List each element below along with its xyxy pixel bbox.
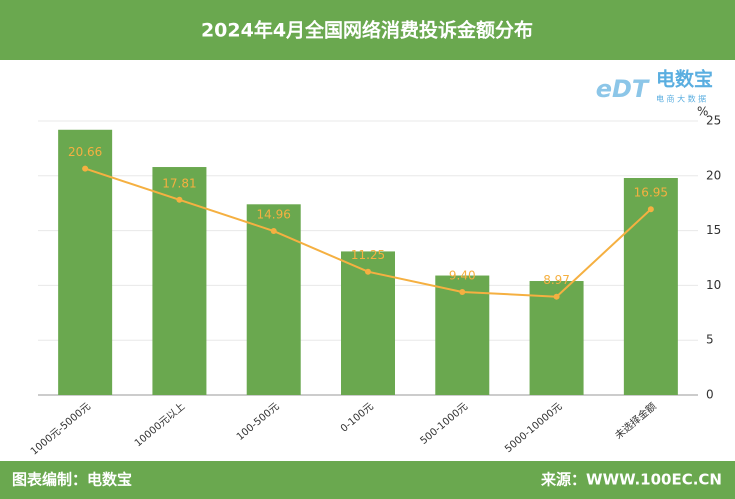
x-tick-label: 500-1000元 [419, 401, 471, 447]
y-tick-label: 5 [706, 333, 714, 347]
x-tick-label: 5000-10000元 [503, 401, 564, 455]
x-tick-label: 未选择金额 [612, 400, 659, 442]
y-tick-label: 20 [706, 168, 721, 182]
line-point [82, 165, 89, 172]
logo-tagline: 电 商 大 数 据 [656, 94, 706, 104]
y-tick-label: 0 [706, 388, 714, 402]
bar [246, 204, 301, 395]
header-bar [0, 0, 735, 60]
x-tick-label: 10000元以上 [132, 400, 187, 449]
y-tick-label: 25 [706, 114, 721, 128]
bar [623, 177, 678, 395]
logo-mark: eDT [596, 75, 650, 103]
bar [435, 275, 490, 395]
y-tick-label: 15 [706, 223, 721, 237]
line-point [459, 288, 466, 295]
x-tick-label: 1000元-5000元 [29, 401, 93, 457]
line-point [176, 196, 183, 203]
line-point [647, 206, 654, 213]
data-label: 20.66 [68, 145, 102, 159]
bar [529, 281, 584, 395]
x-tick-label: 0-100元 [339, 401, 376, 435]
data-label: 9.40 [449, 268, 476, 282]
line-point [553, 293, 560, 300]
footer-left: 图表编制：电数宝 [12, 471, 132, 489]
y-tick-label: 10 [706, 278, 721, 292]
chart-title: 2024年4月全国网络消费投诉金额分布 [201, 19, 533, 42]
data-label: 8.97 [543, 273, 570, 287]
line-point [270, 228, 277, 235]
footer-right: 来源：WWW.100EC.CN [540, 471, 722, 489]
data-label: 14.96 [257, 208, 291, 222]
footer-bar [0, 461, 735, 499]
line-point [365, 268, 371, 275]
data-label: 17.81 [162, 176, 196, 190]
data-label: 11.25 [351, 248, 385, 262]
y-unit: % [697, 105, 708, 119]
data-label: 16.95 [634, 186, 668, 200]
x-tick-label: 100-500元 [235, 401, 282, 443]
logo-name: 电数宝 [656, 68, 713, 91]
